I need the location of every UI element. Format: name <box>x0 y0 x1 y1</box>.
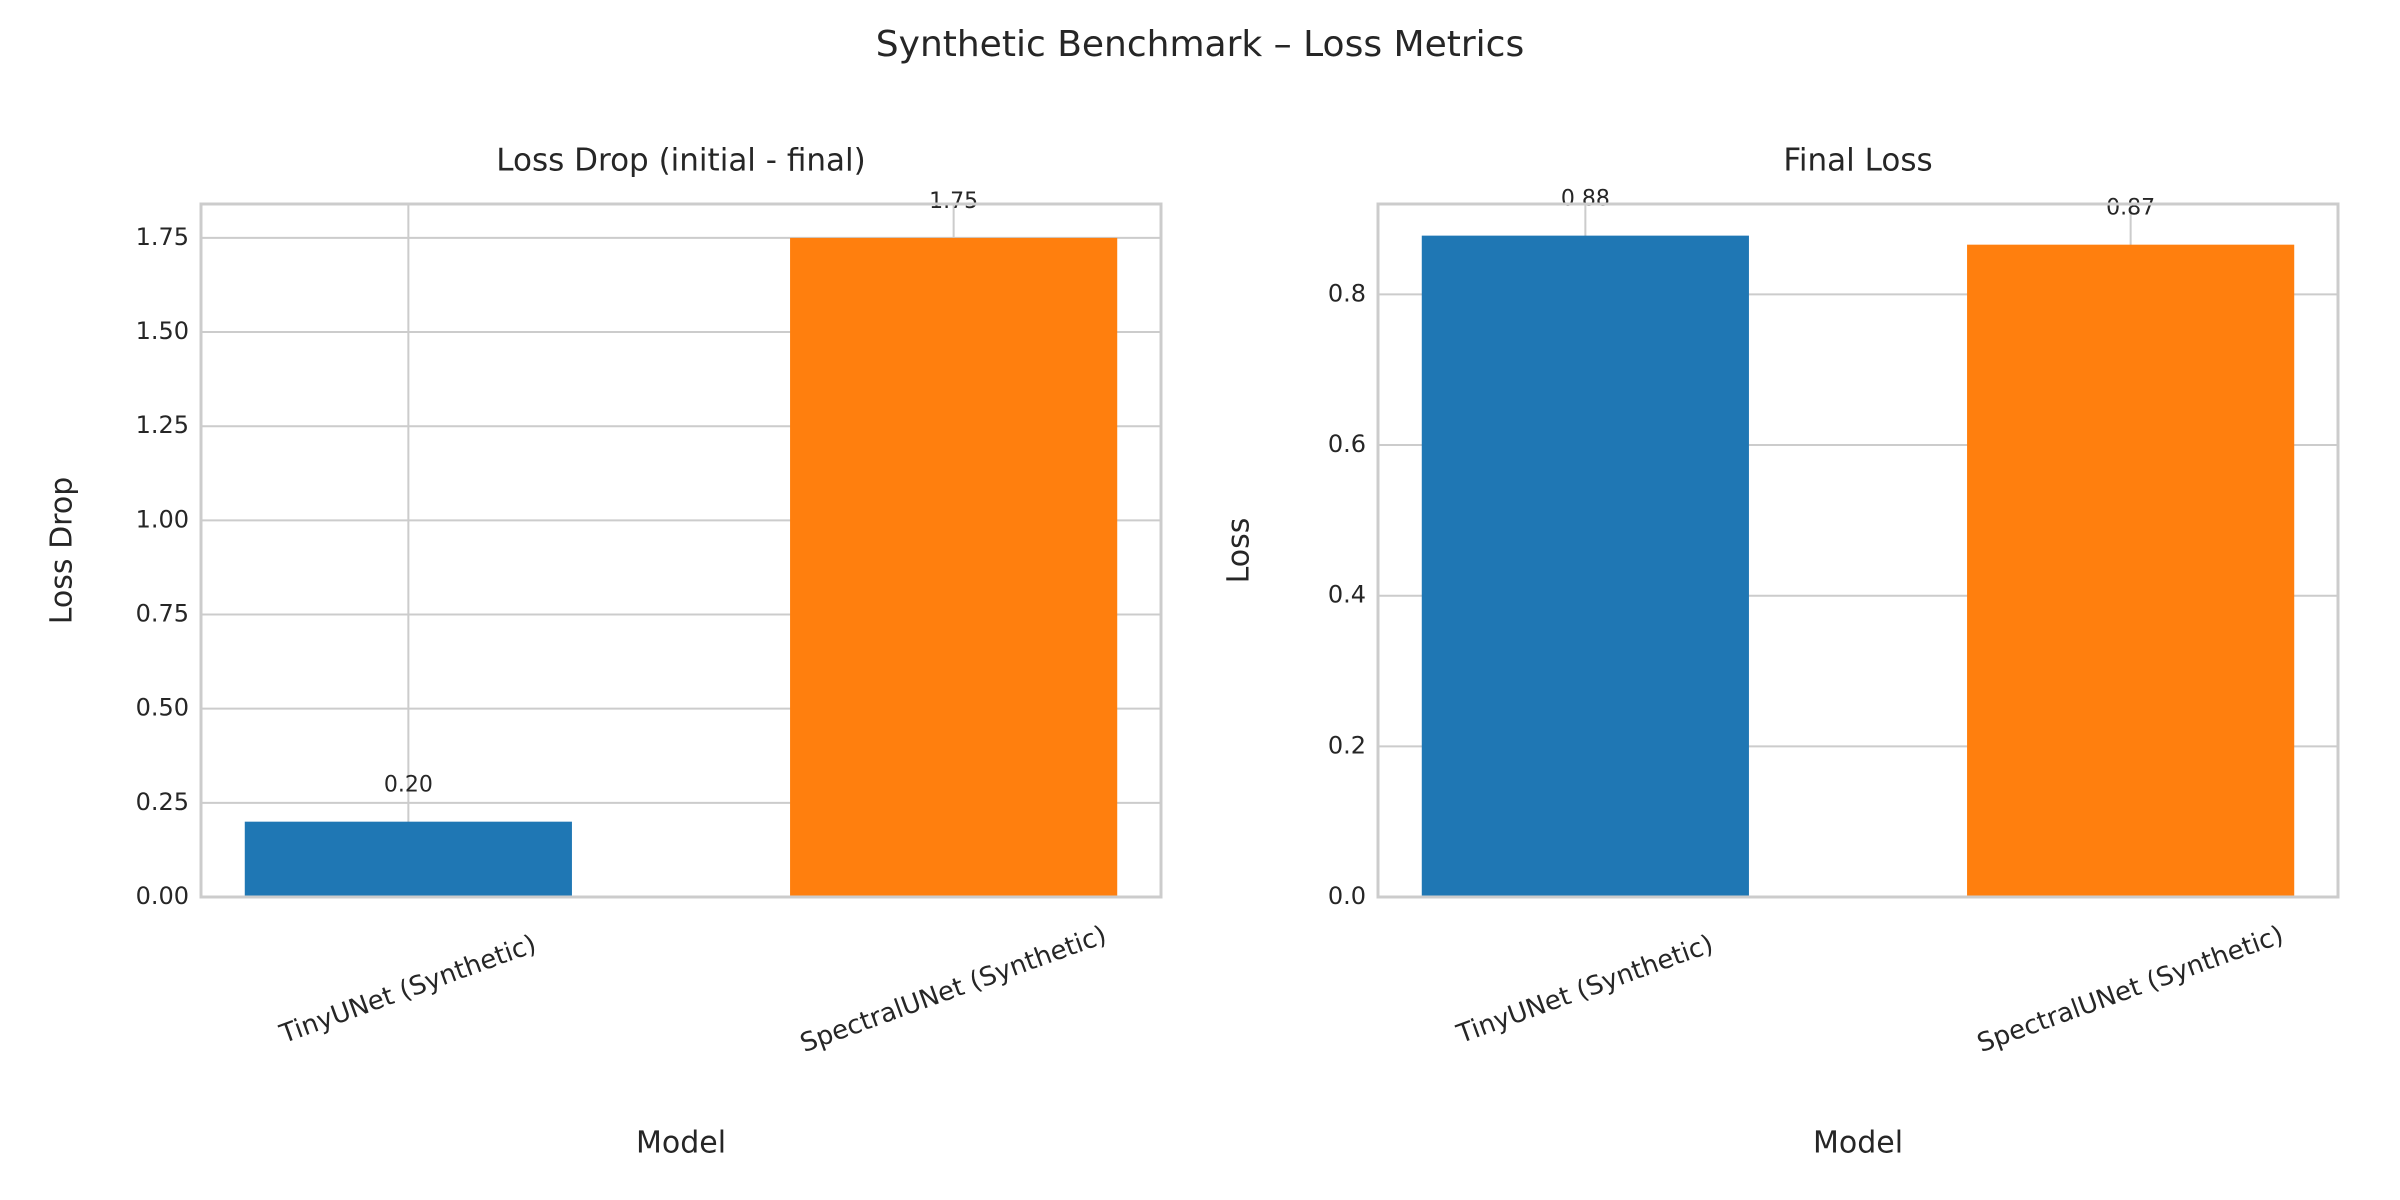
bar <box>1421 235 1749 897</box>
x-tick-label: TinyUNet (Synthetic) <box>1452 929 1717 1050</box>
y-tick-label: 0.75 <box>136 600 189 628</box>
y-tick-label: 1.75 <box>136 223 189 251</box>
value-label: 0.87 <box>2106 196 2155 221</box>
y-tick-label: 1.25 <box>136 411 189 439</box>
y-axis-label: Loss Drop <box>45 477 80 625</box>
y-tick-label: 0.2 <box>1328 731 1366 759</box>
axes-frame <box>1376 202 2340 899</box>
bar <box>244 821 572 897</box>
x-axis-label: Model <box>636 1126 726 1161</box>
y-tick-label: 0.25 <box>136 788 189 816</box>
y-axis-label: Loss <box>1222 518 1257 584</box>
y-tick-label: 0.4 <box>1328 581 1366 609</box>
bar <box>790 237 1118 898</box>
bar <box>1967 244 2295 897</box>
y-tick-label: 0.8 <box>1328 279 1366 307</box>
value-label: 0.88 <box>1561 187 1610 212</box>
x-axis-label: Model <box>1813 1126 1903 1161</box>
x-tick-label: SpectralUNet (Synthetic) <box>1973 920 2287 1059</box>
y-tick-label: 0.50 <box>136 694 189 722</box>
y-tick-label: 1.50 <box>136 317 189 345</box>
subplot-title: Loss Drop (initial - final) <box>496 143 865 179</box>
y-tick-label: 1.00 <box>136 505 189 533</box>
value-label: 1.75 <box>929 189 978 214</box>
figure-title: Synthetic Benchmark – Loss Metrics <box>876 24 1524 65</box>
value-label: 0.20 <box>384 773 433 798</box>
y-tick-label: 0.0 <box>1328 882 1366 910</box>
subplot-title: Final Loss <box>1783 143 1932 179</box>
axes-frame <box>199 202 1163 899</box>
x-tick-label: SpectralUNet (Synthetic) <box>796 920 1110 1059</box>
x-tick-label: TinyUNet (Synthetic) <box>275 929 540 1050</box>
y-tick-label: 0.6 <box>1328 430 1366 458</box>
y-tick-label: 0.00 <box>136 882 189 910</box>
